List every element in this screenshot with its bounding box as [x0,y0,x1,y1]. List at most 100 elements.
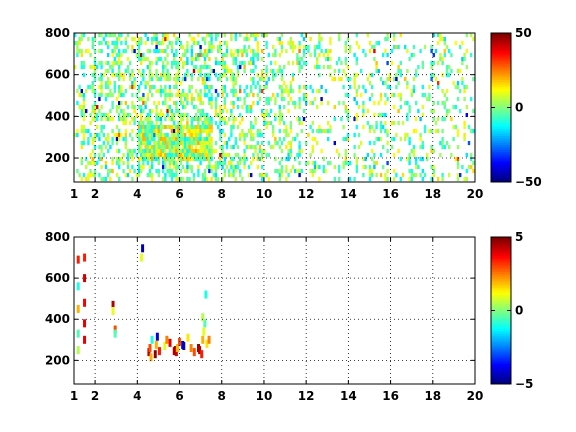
heatmap-cell [83,274,87,283]
heatmap-cell [324,57,328,62]
heatmap-cell [412,53,416,58]
heatmap-cell [219,153,222,158]
heatmap-cell [201,37,204,42]
heatmap-cell [448,109,451,114]
heatmap-cell [289,125,292,130]
heatmap-cell [168,77,171,82]
heatmap-cell [298,117,301,122]
heatmap-cell [170,137,174,142]
heatmap-cell [265,33,268,38]
heatmap-cell [393,105,396,110]
heatmap-cell [219,105,222,110]
heatmap-cell [168,41,171,46]
heatmap-cell [406,81,409,86]
heatmap-cell [98,49,101,54]
heatmap-cell [206,157,209,162]
heatmap-cell [313,53,317,58]
heatmap-cell [212,173,215,178]
heatmap-cell [426,97,429,102]
heatmap-cell [206,73,209,78]
heatmap-cell [250,105,253,110]
heatmap-cell [353,153,356,158]
heatmap-cell [201,149,204,154]
heatmap-cell [298,41,301,46]
colorbar-swatch [491,335,511,339]
heatmap-cell [144,133,147,138]
heatmap-cell [256,157,259,162]
heatmap-cell [179,41,182,46]
heatmap-cell [164,173,167,178]
heatmap-cell [197,133,200,138]
heatmap-cell [212,69,215,74]
heatmap-cell [124,69,127,74]
heatmap-cell [346,137,350,142]
heatmap-cell [463,121,466,126]
heatmap-cell [87,129,90,134]
heatmap-cell [250,125,253,130]
heatmap-cell [155,117,158,122]
heatmap-cell [199,89,202,94]
heatmap-cell [129,149,132,154]
x-tick-label: 6 [175,389,183,403]
heatmap-cell [241,49,244,54]
heatmap-cell [177,65,180,70]
heatmap-cell [335,149,339,154]
heatmap-cell [371,149,374,154]
heatmap-cell [203,113,207,118]
heatmap-cell [294,101,297,106]
heatmap-cell [168,161,171,166]
heatmap-cell [307,161,310,166]
heatmap-cell [173,53,176,58]
colorbar-swatch [491,361,511,364]
heatmap-cell [146,93,149,98]
heatmap-cell [186,157,189,162]
heatmap-cell [221,61,224,66]
heatmap-cell [316,65,319,70]
heatmap-cell [135,53,138,58]
heatmap-cell [298,161,301,166]
heatmap-cell [197,41,200,46]
heatmap-cell [190,125,193,130]
heatmap-cell [190,153,193,158]
heatmap-cell [157,49,160,54]
heatmap-cell [256,81,259,86]
heatmap-cell [300,169,303,174]
heatmap-cell [154,340,158,349]
heatmap-cell [243,137,246,142]
heatmap-cell [232,81,235,86]
heatmap-cell [375,61,378,66]
heatmap-cell [151,41,154,46]
heatmap-cell [223,117,226,122]
heatmap-cell [298,49,301,54]
heatmap-cell [206,121,209,126]
heatmap-cell [91,81,94,86]
heatmap-cell [408,141,411,146]
colorbar-swatch [491,370,511,374]
heatmap-cell [195,105,198,110]
heatmap-cell [173,61,176,66]
heatmap-cell [456,97,460,102]
heatmap-cell [437,177,440,182]
heatmap-cell [384,173,387,178]
heatmap-cell [177,121,180,126]
heatmap-cell [324,89,328,94]
heatmap-cell [162,161,165,166]
heatmap-cell [170,41,174,46]
heatmap-cell [280,173,284,178]
heatmap-cell [421,105,424,110]
heatmap-cell [87,177,90,182]
heatmap-cell [80,93,83,98]
heatmap-cell [208,117,211,122]
heatmap-cell [137,57,141,62]
heatmap-cell [137,85,141,90]
heatmap-cell [272,45,275,50]
colorbar-swatch [491,142,511,146]
heatmap-cell [274,141,277,146]
heatmap-cell [137,69,141,74]
heatmap-cell [331,77,334,82]
heatmap-cell [91,109,94,114]
heatmap-cell [155,33,158,38]
heatmap-cell [157,157,160,162]
heatmap-cell [192,133,196,138]
heatmap-cell [175,81,178,86]
